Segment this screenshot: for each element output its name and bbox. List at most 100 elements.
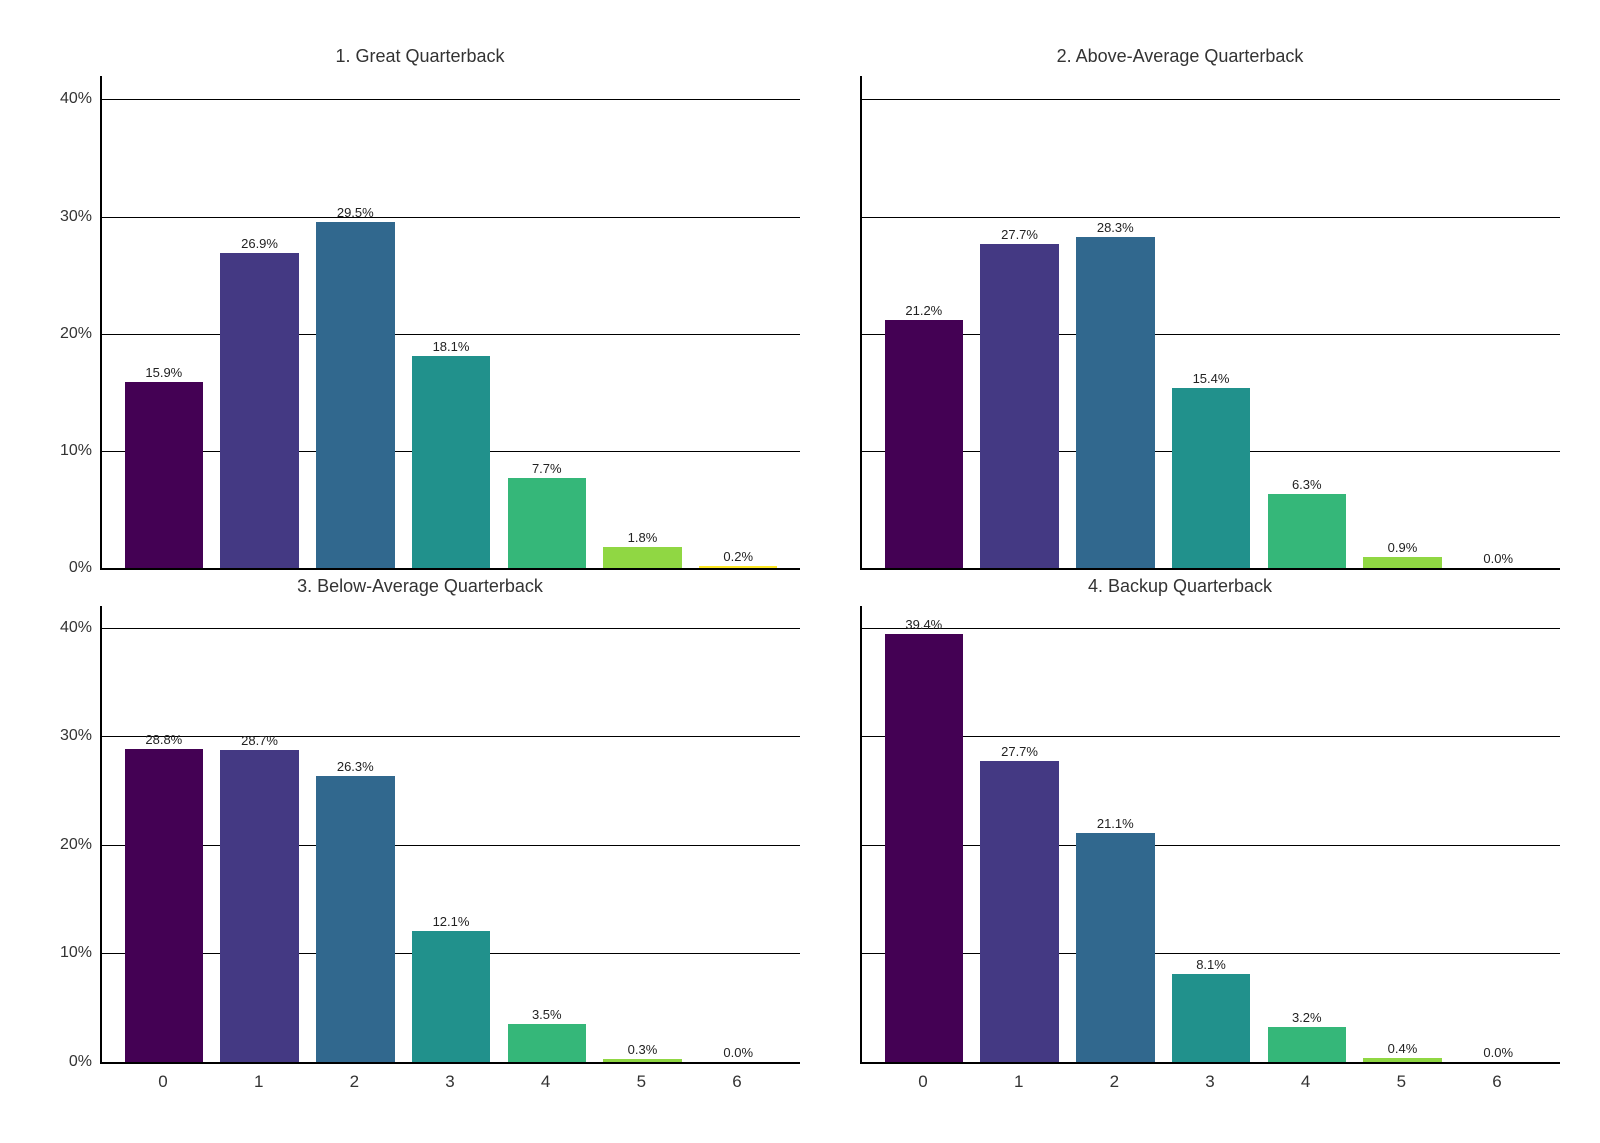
bar-slot: 0.9%: [1355, 76, 1451, 568]
bar-value-label: 0.3%: [628, 1042, 658, 1057]
y-tick-label: 40%: [60, 619, 102, 637]
panel-title: 1. Great Quarterback: [40, 40, 800, 76]
bar: [125, 382, 204, 568]
x-tick-label: 5: [593, 1064, 689, 1100]
bar-slot: 0.0%: [690, 606, 786, 1062]
panel-title: 4. Backup Quarterback: [800, 570, 1560, 606]
bar-value-label: 21.2%: [905, 303, 942, 318]
chart-grid: 1. Great Quarterback 0% 10% 20% 30% 40% 15.9% 2…: [40, 40, 1560, 1100]
bar-slot: 15.9%: [116, 76, 212, 568]
bar: [1363, 557, 1442, 568]
bar-value-label: 6.3%: [1292, 477, 1322, 492]
x-tick-label: 1: [211, 1064, 307, 1100]
panel-above-avg: 2. Above-Average Quarterback0%10%20%30%4…: [800, 40, 1560, 570]
y-tick-label: 30%: [60, 727, 102, 745]
bar-value-label: 0.0%: [1483, 1045, 1513, 1060]
bar: [980, 761, 1059, 1062]
x-tick-label: 4: [1258, 1064, 1354, 1100]
x-tick-label: 2: [307, 1064, 403, 1100]
plot-area: 0%10%20%30%40%28.8%28.7%26.3%12.1%3.5%0.…: [100, 606, 800, 1064]
y-tick-label: 20%: [60, 836, 102, 854]
x-axis: 0123456: [100, 1064, 800, 1100]
bar-slot: 39.4%: [876, 606, 972, 1062]
bar: [699, 566, 778, 568]
panel-great: 1. Great Quarterback0%10%20%30%40%15.9%2…: [40, 40, 800, 570]
y-tick-label: 0%: [69, 1053, 102, 1071]
bar-value-label: 3.2%: [1292, 1010, 1322, 1025]
bar: [316, 222, 395, 568]
bar-value-label: 26.9%: [241, 236, 278, 251]
bar-slot: 28.7%: [212, 606, 308, 1062]
bar: [220, 750, 299, 1062]
bar-value-label: 29.5%: [337, 205, 374, 220]
bar-value-label: 0.4%: [1388, 1041, 1418, 1056]
bar-value-label: 0.9%: [1388, 540, 1418, 555]
panel-below-avg: 3. Below-Average Quarterback0%10%20%30%4…: [40, 570, 800, 1100]
bar-slot: 12.1%: [403, 606, 499, 1062]
bar-slot: 3.5%: [499, 606, 595, 1062]
bar: [885, 320, 964, 568]
x-tick-label: 1: [971, 1064, 1067, 1100]
bar: [316, 776, 395, 1062]
bar-value-label: 8.1%: [1196, 957, 1226, 972]
bar-value-label: 12.1%: [433, 914, 470, 929]
bar-value-label: 27.7%: [1001, 744, 1038, 759]
bar: [125, 749, 204, 1062]
bar-value-label: 0.0%: [723, 1045, 753, 1060]
x-tick-label: 4: [498, 1064, 594, 1100]
y-tick-label: 20%: [60, 325, 102, 343]
x-tick-label: 6: [1449, 1064, 1545, 1100]
bar: [220, 253, 299, 568]
bar: [603, 1059, 682, 1062]
bar-value-label: 26.3%: [337, 759, 374, 774]
bar-slot: 18.1%: [403, 76, 499, 568]
plot-area: 0%10%20%30%40%39.4%27.7%21.1%8.1%3.2%0.4…: [860, 606, 1560, 1064]
bar-value-label: 0.0%: [1483, 551, 1513, 566]
y-tick-label: 10%: [60, 944, 102, 962]
bar-value-label: 15.9%: [145, 365, 182, 380]
bar-slot: 21.1%: [1067, 606, 1163, 1062]
bar: [885, 634, 964, 1062]
bar: [1172, 388, 1251, 568]
bar: [1076, 833, 1155, 1062]
plot-area: 0%10%20%30%40%21.2%27.7%28.3%15.4%6.3%0.…: [860, 76, 1560, 570]
x-tick-label: 2: [1067, 1064, 1163, 1100]
bar-slot: 6.3%: [1259, 76, 1355, 568]
bar: [508, 1024, 587, 1062]
bar-value-label: 15.4%: [1193, 371, 1230, 386]
bar-value-label: 28.3%: [1097, 220, 1134, 235]
bar: [412, 356, 491, 568]
x-tick-label: 3: [402, 1064, 498, 1100]
x-axis: 0123456: [860, 1064, 1560, 1100]
bar-slot: 29.5%: [307, 76, 403, 568]
bar-value-label: 1.8%: [628, 530, 658, 545]
bar: [1363, 1058, 1442, 1062]
y-tick-label: 30%: [60, 208, 102, 226]
x-tick-label: 3: [1162, 1064, 1258, 1100]
panel-backup: 4. Backup Quarterback0%10%20%30%40%39.4%…: [800, 570, 1560, 1100]
bar: [1076, 237, 1155, 569]
bar-slot: 0.3%: [595, 606, 691, 1062]
bar: [1268, 494, 1347, 568]
bar-slot: 26.3%: [307, 606, 403, 1062]
bar-value-label: 27.7%: [1001, 227, 1038, 242]
bar-value-label: 18.1%: [433, 339, 470, 354]
bar-value-label: 0.2%: [723, 549, 753, 564]
plot-area: 0%10%20%30%40%15.9%26.9%29.5%18.1%7.7%1.…: [100, 76, 800, 570]
bar: [1172, 974, 1251, 1062]
bar-slot: 0.0%: [1450, 76, 1546, 568]
bar-slot: 0.2%: [690, 76, 786, 568]
bar-value-label: 7.7%: [532, 461, 562, 476]
y-tick-label: 10%: [60, 442, 102, 460]
bar-slot: 15.4%: [1163, 76, 1259, 568]
bar-slot: 8.1%: [1163, 606, 1259, 1062]
x-tick-label: 6: [689, 1064, 785, 1100]
bar-value-label: 39.4%: [905, 617, 942, 632]
bar-slot: 28.8%: [116, 606, 212, 1062]
bar-value-label: 28.7%: [241, 733, 278, 748]
bars-container: 28.8% 28.7% 26.3% 12.1% 3.5% 0.3% 0.0%: [102, 606, 800, 1062]
bars-container: 39.4% 27.7% 21.1% 8.1% 3.2% 0.4% 0.0%: [862, 606, 1560, 1062]
bar-slot: 3.2%: [1259, 606, 1355, 1062]
bar-slot: 27.7%: [972, 606, 1068, 1062]
bar-value-label: 28.8%: [145, 732, 182, 747]
